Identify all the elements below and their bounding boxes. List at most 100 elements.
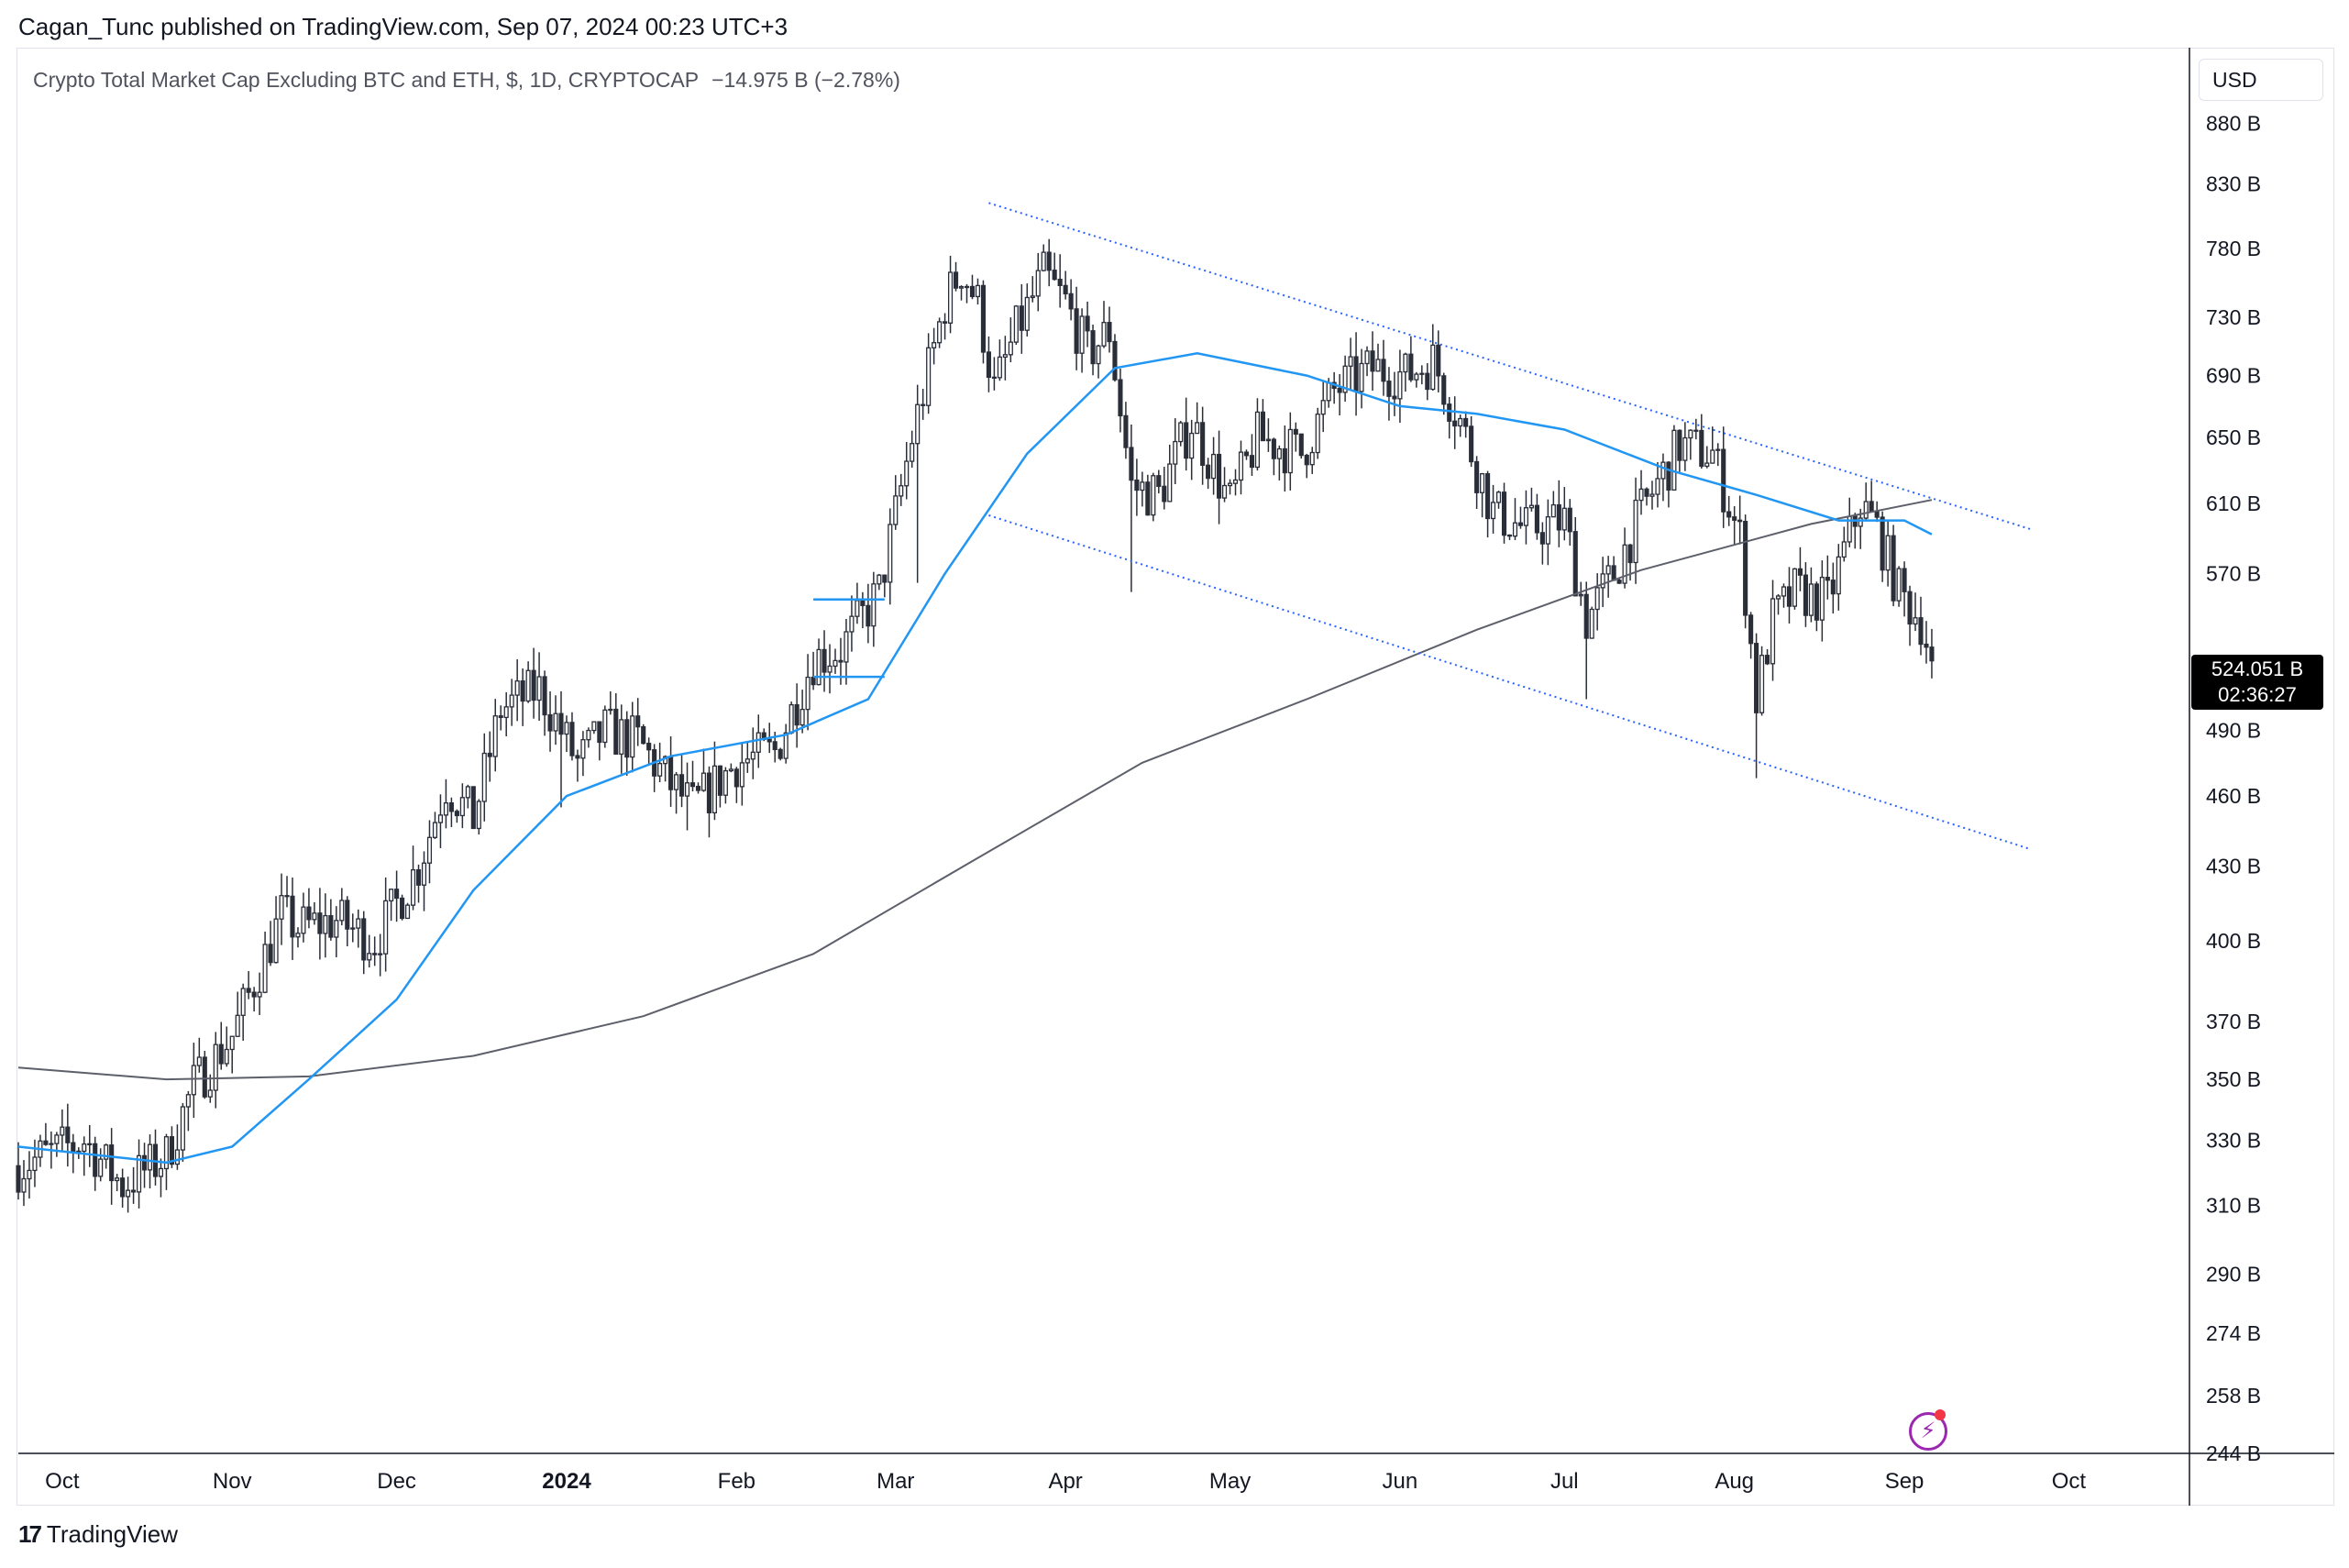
candle bbox=[674, 771, 679, 814]
symbol-legend[interactable]: Crypto Total Market Cap Excluding BTC an… bbox=[33, 68, 900, 93]
candle bbox=[943, 313, 948, 340]
chart-frame bbox=[17, 48, 2334, 1506]
candle bbox=[32, 1139, 38, 1187]
candle bbox=[1068, 279, 1074, 321]
candle bbox=[877, 574, 882, 591]
candle bbox=[235, 991, 240, 1037]
candle bbox=[717, 765, 722, 808]
candle bbox=[1819, 560, 1825, 642]
candle bbox=[1129, 424, 1134, 592]
candle bbox=[1107, 306, 1112, 353]
candle bbox=[1506, 534, 1513, 541]
time-tick-label: Apr bbox=[1048, 1469, 1082, 1494]
candle bbox=[1211, 436, 1217, 495]
candle bbox=[301, 892, 306, 943]
candle bbox=[196, 1037, 202, 1073]
channel-upper-line[interactable] bbox=[988, 202, 2031, 531]
candle bbox=[1858, 508, 1863, 549]
candle bbox=[1430, 324, 1436, 391]
candle bbox=[613, 692, 619, 756]
candle bbox=[1337, 374, 1342, 415]
candle bbox=[273, 896, 279, 964]
bolt-icon[interactable]: ⚡ bbox=[1909, 1412, 1947, 1451]
candle bbox=[777, 747, 783, 761]
time-tick-label: Dec bbox=[377, 1469, 416, 1494]
candle bbox=[448, 797, 454, 827]
candle bbox=[1232, 469, 1239, 496]
price-tick-label: 274 B bbox=[2206, 1321, 2261, 1345]
candle bbox=[465, 784, 470, 809]
candle bbox=[1495, 491, 1502, 509]
candle bbox=[641, 723, 646, 745]
candle bbox=[1841, 526, 1847, 562]
currency-button[interactable]: USD bbox=[2199, 59, 2323, 101]
candle bbox=[1156, 469, 1162, 494]
price-axis: 880 B 830 B 780 B 730 B 690 B 650 B 610 B 570 B… bbox=[2206, 112, 2261, 1465]
candle bbox=[109, 1128, 115, 1205]
candle bbox=[476, 799, 481, 835]
candle bbox=[389, 889, 394, 922]
candle bbox=[1474, 456, 1480, 510]
candle bbox=[531, 647, 536, 719]
candle bbox=[1699, 414, 1704, 469]
price-tick-label: 610 B bbox=[2206, 491, 2261, 515]
candle bbox=[1162, 467, 1167, 510]
candle bbox=[789, 701, 794, 734]
bar-countdown: 02:36:27 bbox=[2218, 683, 2297, 706]
candle bbox=[1808, 567, 1814, 623]
candle bbox=[1891, 525, 1896, 607]
candle bbox=[1298, 433, 1304, 459]
candle bbox=[1463, 411, 1469, 438]
candle bbox=[218, 1021, 224, 1070]
candle bbox=[1243, 449, 1250, 460]
time-tick-label: Jun bbox=[1383, 1469, 1418, 1494]
price-tick-label: 330 B bbox=[2206, 1129, 2261, 1153]
candle bbox=[1013, 304, 1019, 346]
candle bbox=[1200, 406, 1206, 485]
candle bbox=[1353, 332, 1359, 416]
candle bbox=[1649, 480, 1655, 510]
published-by-header: Cagan_Tunc published on TradingView.com,… bbox=[18, 13, 789, 40]
candle bbox=[1217, 430, 1222, 525]
candle bbox=[1282, 425, 1287, 492]
candle bbox=[1600, 557, 1605, 608]
candle bbox=[1775, 594, 1781, 615]
candle bbox=[174, 1124, 180, 1170]
footer-logo[interactable]: 17 TradingView bbox=[18, 1520, 178, 1549]
candle bbox=[115, 1174, 120, 1191]
candle bbox=[180, 1102, 185, 1163]
candle bbox=[120, 1168, 126, 1208]
candle bbox=[1786, 567, 1792, 624]
candle bbox=[586, 727, 591, 748]
candle bbox=[860, 591, 866, 629]
candle bbox=[1732, 506, 1737, 546]
candle bbox=[1902, 561, 1907, 617]
candle bbox=[811, 651, 816, 690]
candle bbox=[855, 582, 860, 624]
candle bbox=[635, 698, 641, 746]
candle bbox=[1419, 365, 1425, 385]
candle bbox=[1096, 344, 1101, 379]
candle bbox=[805, 654, 811, 731]
candle bbox=[1238, 440, 1244, 495]
candle bbox=[1052, 252, 1057, 281]
candle bbox=[1852, 513, 1858, 549]
candle bbox=[268, 921, 273, 966]
price-tick-label: 430 B bbox=[2206, 854, 2261, 878]
candle bbox=[383, 877, 389, 972]
candle bbox=[1271, 437, 1276, 476]
tradingview-logo-icon: 17 bbox=[18, 1520, 42, 1548]
price-tick-label: 244 B bbox=[2206, 1441, 2261, 1465]
candle bbox=[1447, 396, 1452, 439]
candle bbox=[882, 574, 888, 598]
candle bbox=[152, 1129, 159, 1186]
candle bbox=[378, 933, 383, 977]
price-tick-label: 730 B bbox=[2206, 305, 2261, 329]
candle bbox=[1134, 458, 1140, 516]
candle bbox=[1825, 555, 1830, 600]
candle bbox=[1035, 252, 1041, 312]
time-tick-label: Sep bbox=[1885, 1469, 1924, 1494]
channel-lower-line[interactable] bbox=[988, 514, 2031, 851]
candle bbox=[213, 1032, 218, 1109]
